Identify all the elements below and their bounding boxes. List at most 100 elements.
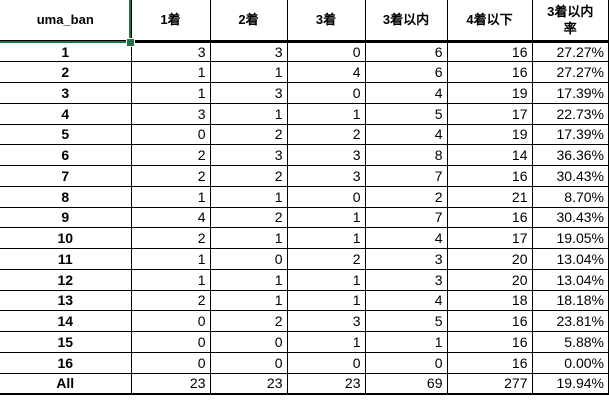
- row-label-cell[interactable]: 1: [0, 40, 132, 63]
- value-cell[interactable]: 0: [209, 351, 288, 374]
- value-cell[interactable]: 0: [286, 82, 366, 104]
- value-cell[interactable]: 3: [364, 248, 448, 270]
- value-cell[interactable]: 8.70%: [531, 185, 609, 208]
- value-cell[interactable]: 1: [209, 102, 288, 125]
- value-cell[interactable]: 1: [209, 185, 288, 208]
- value-cell[interactable]: 19: [446, 82, 533, 104]
- value-cell[interactable]: 22.73%: [531, 102, 609, 125]
- value-cell[interactable]: 7: [364, 206, 448, 229]
- value-cell[interactable]: 1: [209, 61, 288, 83]
- value-cell[interactable]: 2: [130, 165, 211, 187]
- value-cell[interactable]: 4: [130, 206, 211, 229]
- row-label-cell[interactable]: 10: [0, 227, 132, 249]
- value-cell[interactable]: 2: [130, 144, 211, 166]
- value-cell[interactable]: 3: [286, 144, 366, 166]
- value-cell[interactable]: 20: [446, 268, 533, 291]
- value-cell[interactable]: 2: [130, 289, 211, 312]
- column-header-4[interactable]: 3着以内: [364, 0, 448, 43]
- value-cell[interactable]: 1: [130, 61, 211, 83]
- selection-fill-handle[interactable]: [127, 39, 134, 46]
- value-cell[interactable]: 6: [364, 61, 448, 83]
- value-cell[interactable]: 16: [446, 351, 533, 374]
- value-cell[interactable]: 1: [130, 268, 211, 291]
- column-header-1[interactable]: 1着: [130, 0, 211, 43]
- value-cell[interactable]: 0: [286, 351, 366, 374]
- value-cell[interactable]: 2: [209, 206, 288, 229]
- value-cell[interactable]: 2: [209, 123, 288, 146]
- value-cell[interactable]: 1: [209, 268, 288, 291]
- value-cell[interactable]: 17.39%: [531, 82, 609, 104]
- row-label-cell[interactable]: 13: [0, 289, 132, 312]
- value-cell[interactable]: 3: [286, 165, 366, 187]
- value-cell[interactable]: 0: [130, 351, 211, 374]
- value-cell[interactable]: 16: [446, 165, 533, 187]
- value-cell[interactable]: 0: [286, 40, 366, 63]
- value-cell[interactable]: 1: [209, 289, 288, 312]
- value-cell[interactable]: 23.81%: [531, 310, 609, 332]
- value-cell[interactable]: 3: [209, 82, 288, 104]
- value-cell[interactable]: 1: [286, 102, 366, 125]
- column-header-3[interactable]: 3着: [286, 0, 366, 43]
- value-cell[interactable]: 16: [446, 40, 533, 63]
- value-cell[interactable]: 19.05%: [531, 227, 609, 249]
- column-header-0[interactable]: uma_ban: [0, 0, 132, 43]
- value-cell[interactable]: 4: [364, 289, 448, 312]
- value-cell[interactable]: 17: [446, 102, 533, 125]
- row-label-cell[interactable]: 4: [0, 102, 132, 125]
- value-cell[interactable]: 23: [130, 372, 211, 395]
- value-cell[interactable]: 0: [209, 331, 288, 353]
- value-cell[interactable]: 1: [286, 289, 366, 312]
- value-cell[interactable]: 8: [364, 144, 448, 166]
- value-cell[interactable]: 18: [446, 289, 533, 312]
- value-cell[interactable]: 23: [209, 372, 288, 395]
- value-cell[interactable]: 2: [130, 227, 211, 249]
- value-cell[interactable]: 6: [364, 40, 448, 63]
- value-cell[interactable]: 2: [364, 185, 448, 208]
- value-cell[interactable]: 16: [446, 331, 533, 353]
- value-cell[interactable]: 2: [286, 248, 366, 270]
- value-cell[interactable]: 20: [446, 248, 533, 270]
- value-cell[interactable]: 4: [364, 82, 448, 104]
- value-cell[interactable]: 0: [286, 185, 366, 208]
- value-cell[interactable]: 13.04%: [531, 248, 609, 270]
- value-cell[interactable]: 27.27%: [531, 61, 609, 83]
- row-label-cell[interactable]: 6: [0, 144, 132, 166]
- value-cell[interactable]: 14: [446, 144, 533, 166]
- row-label-cell[interactable]: 5: [0, 123, 132, 146]
- value-cell[interactable]: 16: [446, 206, 533, 229]
- value-cell[interactable]: 1: [209, 227, 288, 249]
- value-cell[interactable]: 18.18%: [531, 289, 609, 312]
- value-cell[interactable]: 5: [364, 102, 448, 125]
- value-cell[interactable]: 0: [209, 248, 288, 270]
- value-cell[interactable]: 0.00%: [531, 351, 609, 374]
- row-label-cell[interactable]: 2: [0, 61, 132, 83]
- value-cell[interactable]: 277: [446, 372, 533, 395]
- value-cell[interactable]: 1: [130, 82, 211, 104]
- value-cell[interactable]: 0: [130, 331, 211, 353]
- value-cell[interactable]: 4: [364, 123, 448, 146]
- value-cell[interactable]: 3: [286, 310, 366, 332]
- value-cell[interactable]: 4: [286, 61, 366, 83]
- value-cell[interactable]: 21: [446, 185, 533, 208]
- value-cell[interactable]: 1: [286, 331, 366, 353]
- value-cell[interactable]: 1: [286, 227, 366, 249]
- value-cell[interactable]: 7: [364, 165, 448, 187]
- value-cell[interactable]: 27.27%: [531, 40, 609, 63]
- row-label-cell[interactable]: 8: [0, 185, 132, 208]
- value-cell[interactable]: 2: [209, 310, 288, 332]
- row-label-cell[interactable]: 3: [0, 82, 132, 104]
- value-cell[interactable]: 5.88%: [531, 331, 609, 353]
- value-cell[interactable]: 3: [209, 40, 288, 63]
- value-cell[interactable]: 3: [364, 268, 448, 291]
- value-cell[interactable]: 30.43%: [531, 206, 609, 229]
- value-cell[interactable]: 5: [364, 310, 448, 332]
- value-cell[interactable]: 0: [130, 123, 211, 146]
- value-cell[interactable]: 17.39%: [531, 123, 609, 146]
- value-cell[interactable]: 0: [364, 351, 448, 374]
- value-cell[interactable]: 1: [130, 248, 211, 270]
- row-label-cell[interactable]: 12: [0, 268, 132, 291]
- value-cell[interactable]: 2: [209, 165, 288, 187]
- value-cell[interactable]: 36.36%: [531, 144, 609, 166]
- value-cell[interactable]: 1: [130, 185, 211, 208]
- row-label-cell[interactable]: 7: [0, 165, 132, 187]
